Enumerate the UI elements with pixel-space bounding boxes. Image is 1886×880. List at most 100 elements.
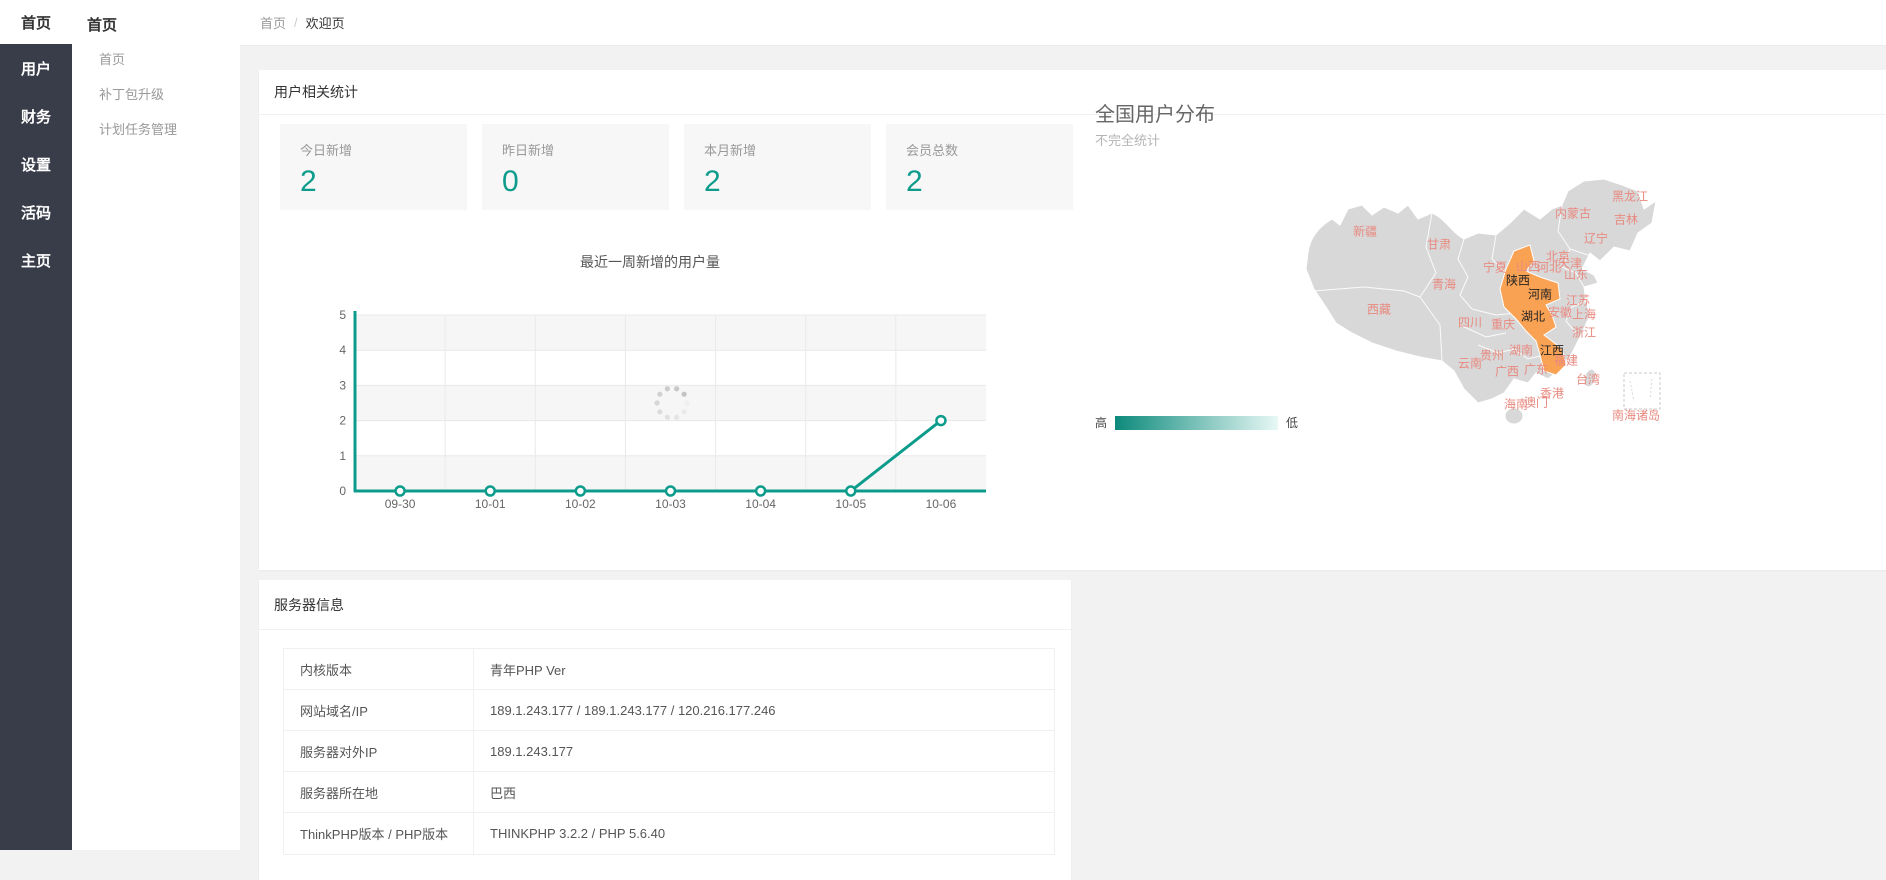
table-row-label: 服务器对外IP <box>284 731 474 771</box>
stat-value: 2 <box>704 165 721 198</box>
svg-text:10-05: 10-05 <box>835 497 866 511</box>
map-province-label: 安徽 <box>1547 305 1573 320</box>
svg-text:10-03: 10-03 <box>655 497 686 511</box>
china-map: 新疆 甘肃 青海 西藏 四川 重庆 云南 贵州 广西 广东 湖南 湖北 陕西 河南 江西 宁夏 山西 河北 北京 天津… <box>1300 175 1690 435</box>
map-province-label: 河北 <box>1536 260 1562 275</box>
stat-box-4: 会员总数 2 <box>886 124 1073 210</box>
svg-text:10-02: 10-02 <box>565 497 596 511</box>
sidebar-item-5[interactable]: 活码 <box>20 204 51 222</box>
map-province-label: 南海诸岛 <box>1611 408 1661 423</box>
map-province-label: 陕西 <box>1505 273 1531 288</box>
breadcrumb-home-link[interactable]: 首页 <box>260 16 287 31</box>
map-province-label: 青海 <box>1431 277 1457 292</box>
map-province-label: 山东 <box>1563 267 1589 282</box>
table-row-value: 巴西 <box>490 785 517 801</box>
svg-text:5: 5 <box>339 308 346 322</box>
weekly-users-line-chart: 0 1 2 3 4 5 09-30 10-01 10-02 10-03 10-04 10-05 10-0… <box>339 308 986 511</box>
stat-value: 0 <box>502 165 519 198</box>
map-province-label: 甘肃 <box>1426 237 1452 252</box>
map-province-label: 重庆 <box>1490 317 1516 332</box>
loading-spinner-icon <box>654 386 690 420</box>
table-row-value: 青年PHP Ver <box>490 662 566 678</box>
table-row-label: 服务器所在地 <box>284 772 474 812</box>
map-province-label: 黑龙江 <box>1611 189 1649 204</box>
china-outline-shape <box>1305 178 1657 404</box>
sidebar-item-1[interactable]: 首页 <box>0 0 72 44</box>
stat-box-1: 今日新增 2 <box>280 124 467 210</box>
stat-label: 今日新增 <box>300 143 353 158</box>
map-province-label: 云南 <box>1457 356 1483 371</box>
legend-low-label: 低 <box>1286 416 1299 430</box>
server-info-card: 服务器信息 内核版本 青年PHP Ver 网站域名/IP 189.1.243.177 … <box>259 580 1071 880</box>
map-province-label: 河南 <box>1527 287 1553 302</box>
map-province-label: 广东 <box>1523 362 1549 377</box>
map-province-label: 北京 <box>1545 249 1571 264</box>
china-map-svg <box>1305 178 1661 425</box>
map-province-label: 湖南 <box>1508 343 1534 358</box>
topbar: 首页 / 欢迎页 <box>240 0 1886 46</box>
map-province-label: 浙江 <box>1571 325 1597 340</box>
stat-label: 会员总数 <box>906 143 959 158</box>
svg-text:1: 1 <box>339 449 346 463</box>
legend-gradient-bar <box>1115 415 1279 430</box>
breadcrumb-separator: / <box>294 15 298 30</box>
map-province-label: 台湾 <box>1575 372 1601 387</box>
map-province-label: 内蒙古 <box>1554 206 1592 221</box>
map-title: 全国用户分布 <box>1095 104 1215 126</box>
svg-text:10-01: 10-01 <box>475 497 506 511</box>
svg-text:10-04: 10-04 <box>745 497 776 511</box>
taiwan-island-shape <box>1583 368 1597 388</box>
table-row-value: 189.1.243.177 / 189.1.243.177 / 120.216.… <box>490 702 776 718</box>
map-province-label: 福建 <box>1553 353 1579 368</box>
sidebar-item-2[interactable]: 用户 <box>20 60 51 78</box>
map-province-label: 天津 <box>1557 256 1583 271</box>
table-row-value: 189.1.243.177 <box>490 743 574 759</box>
table-row-3: 服务器对外IP 189.1.243.177 <box>284 731 1054 772</box>
submenu-item-1[interactable]: 首页 <box>99 52 126 67</box>
table-row-label: 网站域名/IP <box>284 690 474 730</box>
stats-row: 今日新增 2 昨日新增 0 本月新增 2 会员总数 2 <box>280 124 1088 210</box>
table-row-label: 内核版本 <box>284 649 474 689</box>
highlighted-provinces-shape <box>1499 244 1567 376</box>
svg-text:09-30: 09-30 <box>385 497 416 511</box>
submenu-item-3[interactable]: 计划任务管理 <box>99 122 178 137</box>
map-province-label: 吉林 <box>1613 212 1639 227</box>
line-chart-title: 最近一周新增的用户量 <box>580 254 720 270</box>
svg-text:3: 3 <box>339 378 346 392</box>
map-province-label: 广西 <box>1494 364 1520 379</box>
map-province-label: 辽宁 <box>1583 231 1609 246</box>
sidebar-item-4[interactable]: 设置 <box>20 156 51 174</box>
map-province-label: 宁夏 <box>1482 260 1508 275</box>
svg-text:10-06: 10-06 <box>926 497 957 511</box>
stat-value: 2 <box>300 165 317 198</box>
stat-box-2: 昨日新增 0 <box>482 124 669 210</box>
svg-text:0: 0 <box>339 484 346 498</box>
table-row-2: 网站域名/IP 189.1.243.177 / 189.1.243.177 / 1… <box>284 690 1054 731</box>
table-row-value: THINKPHP 3.2.2 / PHP 5.6.40 <box>490 826 666 841</box>
main-sidebar: 首页用户财务设置活码主页 <box>0 0 72 850</box>
svg-text:4: 4 <box>339 343 346 357</box>
stat-label: 本月新增 <box>704 143 757 158</box>
table-row-label: ThinkPHP版本 / PHP版本 <box>284 813 474 854</box>
table-row-1: 内核版本 青年PHP Ver <box>284 649 1054 690</box>
map-subtitle: 不完全统计 <box>1095 133 1161 148</box>
hainan-island-shape <box>1504 407 1524 425</box>
sidebar-item-6[interactable]: 主页 <box>20 252 51 270</box>
stat-box-3: 本月新增 2 <box>684 124 871 210</box>
map-province-label: 新疆 <box>1352 224 1378 239</box>
table-row-4: 服务器所在地 巴西 <box>284 772 1054 813</box>
submenu-item-2[interactable]: 补丁包升级 <box>99 87 165 102</box>
map-province-label: 贵州 <box>1479 348 1505 363</box>
map-province-label: 山西 <box>1515 259 1541 274</box>
map-province-label: 西藏 <box>1366 302 1392 317</box>
map-province-label: 江苏 <box>1565 293 1591 308</box>
south-sea-inset-box <box>1623 372 1661 410</box>
submenu-panel: 首页 首页 补丁包升级 计划任务管理 <box>72 0 240 850</box>
stat-value: 2 <box>906 165 923 198</box>
map-legend: 高 低 <box>1095 414 1298 431</box>
table-row-5: ThinkPHP版本 / PHP版本 THINKPHP 3.2.2 / PHP 5… <box>284 813 1054 854</box>
map-province-label: 海南 <box>1503 397 1529 412</box>
svg-text:2: 2 <box>339 414 346 428</box>
sidebar-item-3[interactable]: 财务 <box>20 108 51 126</box>
server-info-table: 内核版本 青年PHP Ver 网站域名/IP 189.1.243.177 / 189.… <box>283 648 1055 855</box>
